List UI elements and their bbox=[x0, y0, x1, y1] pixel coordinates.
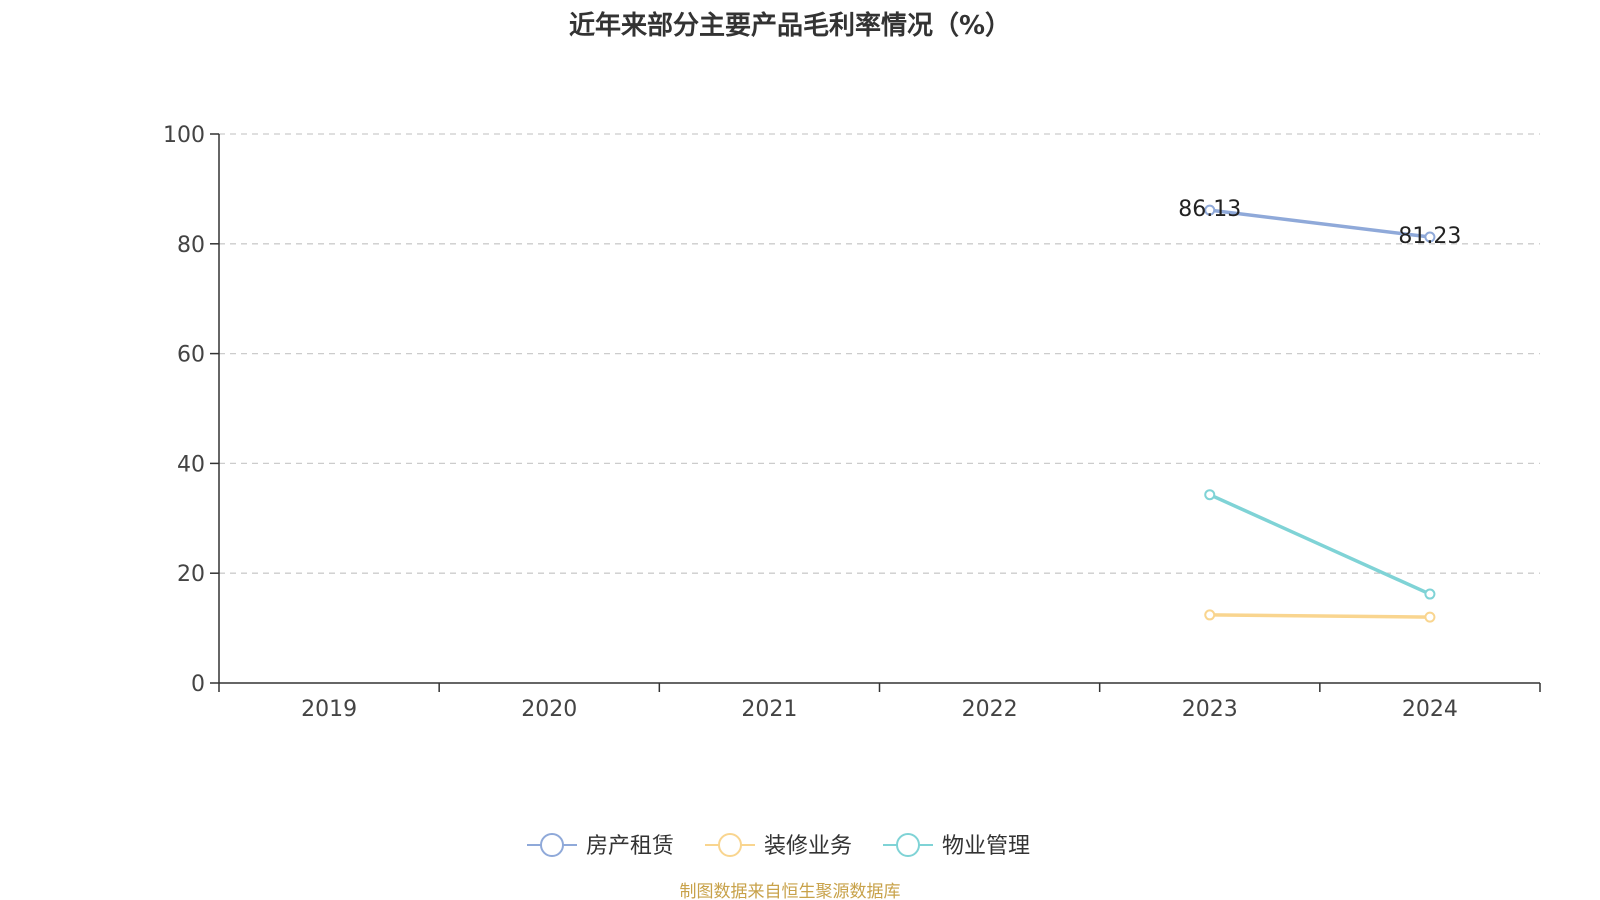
grid-lines bbox=[219, 133, 1540, 574]
legend-marker-icon bbox=[896, 833, 920, 857]
series-line bbox=[1208, 613, 1432, 619]
legend-marker-icon bbox=[540, 833, 564, 857]
data-label: 86.13 bbox=[1178, 197, 1241, 222]
y-tick-label: 20 bbox=[177, 562, 205, 587]
legend-item[interactable]: 房产租赁 bbox=[527, 833, 674, 859]
x-tick-label: 2024 bbox=[1402, 697, 1458, 722]
x-tick-label: 2021 bbox=[741, 697, 797, 722]
y-tick-label: 60 bbox=[177, 343, 205, 368]
chart-title: 近年来部分主要产品毛利率情况（%） bbox=[569, 10, 1011, 41]
data-point[interactable] bbox=[1204, 609, 1216, 621]
data-point[interactable] bbox=[1424, 588, 1436, 600]
x-tick-label: 2023 bbox=[1182, 697, 1238, 722]
data-point[interactable] bbox=[1204, 489, 1216, 501]
series-line bbox=[1208, 492, 1432, 596]
data-label: 81.23 bbox=[1398, 224, 1461, 249]
source-note: 制图数据来自恒生聚源数据库 bbox=[680, 882, 901, 900]
legend-label: 物业管理 bbox=[942, 834, 1030, 859]
legend[interactable]: 房产租赁 装修业务 物业管理 bbox=[527, 833, 1030, 859]
legend-marker-icon bbox=[718, 833, 742, 857]
x-tick-label: 2019 bbox=[301, 697, 357, 722]
series-line bbox=[1208, 208, 1432, 239]
data-point[interactable] bbox=[1424, 611, 1436, 623]
legend-label: 装修业务 bbox=[764, 834, 852, 859]
legend-item[interactable]: 装修业务 bbox=[705, 833, 852, 859]
y-tick-label: 80 bbox=[177, 233, 205, 258]
y-tick-label: 100 bbox=[163, 123, 205, 148]
y-tick-label: 40 bbox=[177, 452, 205, 477]
legend-label: 房产租赁 bbox=[586, 834, 674, 859]
series-lines bbox=[1204, 204, 1436, 623]
data-point[interactable] bbox=[1204, 204, 1216, 216]
x-tick-label: 2020 bbox=[521, 697, 577, 722]
y-tick-label: 0 bbox=[191, 672, 205, 697]
legend-item[interactable]: 物业管理 bbox=[883, 833, 1030, 859]
data-point[interactable] bbox=[1424, 231, 1436, 243]
axes: 0 20 40 60 80 100 2019 2020 2021 2022 2023 2024 bbox=[163, 123, 1541, 722]
data-labels: 86.13 81.23 bbox=[1178, 197, 1461, 249]
x-tick-label: 2022 bbox=[962, 697, 1018, 722]
